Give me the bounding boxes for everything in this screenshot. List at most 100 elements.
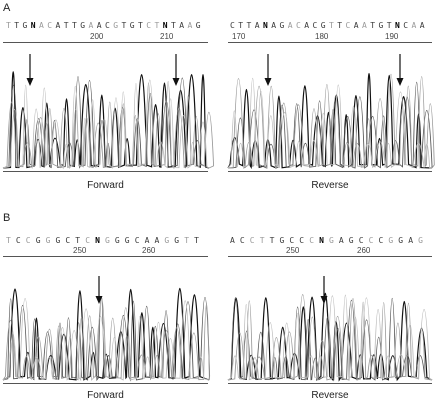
base-call: G [114,236,121,245]
axis-line [228,42,432,43]
base-call: T [63,21,69,30]
base-call: T [171,21,177,30]
base-call: T [72,21,78,30]
base-call: C [239,236,246,245]
position-label: 200 [90,32,104,41]
axis-line [3,42,208,43]
base-call: C [368,236,374,245]
base-call: A [154,236,160,245]
chromatogram [2,276,211,382]
ambiguous-base: N [395,21,401,30]
base-call: G [279,236,285,245]
base-call: T [370,21,376,30]
base-call: G [124,236,130,245]
arrow-icon [264,54,272,86]
base-call: A [96,21,102,30]
base-call: C [309,236,315,245]
trace-line [227,294,433,381]
base-call: G [398,236,404,245]
base-call: A [230,236,236,245]
base-call: C [378,236,384,245]
ambiguous-base: N [263,21,269,30]
position-label: 210 [160,32,174,41]
base-call: C [358,236,364,245]
position-label: 190 [385,32,399,41]
arrow-icon [172,54,180,86]
caption-reverse: Reverse [311,180,349,191]
base-call: G [35,236,41,245]
trace-line [2,287,210,381]
base-call: G [348,236,354,245]
base-call: G [45,236,51,245]
chromatogram [2,54,215,170]
base-call: T [75,236,81,245]
arrow-icon [320,276,328,304]
base-call: C [134,236,140,245]
position-label: 180 [315,32,329,41]
base-call: T [154,21,160,30]
base-call: T [329,21,335,30]
base-call: G [80,21,86,30]
base-call: G [279,21,285,30]
base-call: T [138,21,144,30]
base-call: A [88,21,94,30]
base-call: G [113,21,119,30]
caption-forward: Forward [87,180,124,191]
base-call: C [312,21,318,30]
base-call: T [184,236,190,245]
base-call: C [85,236,91,245]
baseline [228,171,432,172]
chromatogram [227,276,433,382]
base-call: G [105,236,111,245]
position-label: 260 [357,246,371,255]
base-call: A [287,21,293,30]
axis-line [3,256,208,257]
trace-line [2,298,210,382]
base-call: A [304,21,310,30]
base-call: T [259,236,265,245]
arrow-icon [396,54,404,86]
base-call: T [6,21,12,30]
base-call: G [378,21,384,30]
position-label: 170 [232,32,246,41]
chromatogram [227,54,435,170]
panel-label-b: B [3,212,11,224]
ambiguous-base: N [30,21,36,30]
base-call: C [296,21,302,30]
trace-line [2,81,215,170]
trace-line [2,79,210,170]
base-call: C [249,236,255,245]
base-call: A [411,21,417,30]
trace-line [2,76,210,169]
baseline [3,383,208,384]
panel-label-a: A [3,2,11,14]
base-call: T [386,21,392,30]
position-label: 260 [142,246,156,255]
base-call: C [230,21,236,30]
base-call: G [195,21,201,30]
base-call: T [194,236,200,245]
caption-reverse: Reverse [311,390,349,401]
trace-line [227,77,433,169]
base-call: T [269,236,275,245]
base-call: C [25,236,31,245]
base-call: T [14,21,20,30]
ambiguous-base: N [95,236,101,245]
base-call: C [345,21,351,30]
base-call: A [187,21,193,30]
baseline [3,171,208,172]
base-call: A [39,21,45,30]
base-call: C [47,21,53,30]
base-call: A [271,21,277,30]
base-call: C [403,21,409,30]
base-call: A [55,21,61,30]
ambiguous-base: N [319,236,325,245]
base-call: C [146,21,152,30]
position-label: 250 [73,246,87,255]
base-call: G [329,236,335,245]
ambiguous-base: N [162,21,168,30]
base-call: A [179,21,185,30]
arrow-icon [26,54,34,86]
trace-line [227,294,433,381]
